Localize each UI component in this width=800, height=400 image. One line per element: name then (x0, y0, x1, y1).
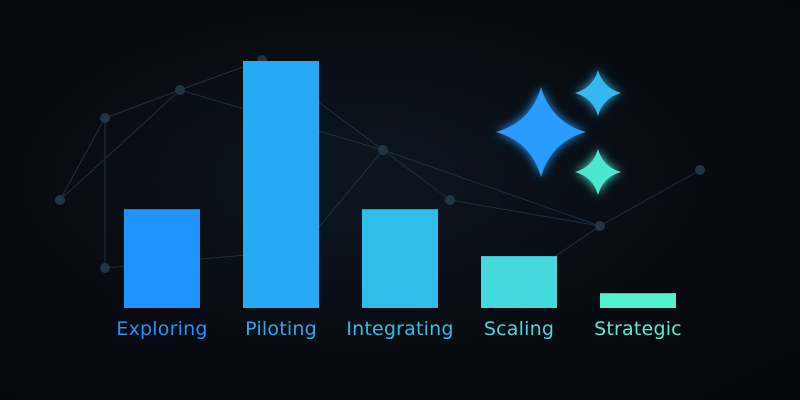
network-node (100, 113, 110, 123)
bar-integrating (362, 209, 438, 308)
network-node (595, 221, 605, 231)
network-edge (449, 199, 601, 227)
bar-piloting (243, 61, 319, 308)
sparkle-icon (575, 70, 621, 116)
network-node (175, 85, 185, 95)
network-edge (599, 169, 701, 227)
network-node (378, 145, 388, 155)
bar-scaling (481, 256, 557, 308)
sparkle-icon (575, 149, 621, 195)
category-label: Piloting (245, 318, 317, 340)
category-label: Strategic (594, 318, 682, 340)
bar-strategic (600, 293, 676, 308)
network-edge (104, 89, 181, 119)
category-label: Scaling (483, 318, 555, 340)
network-edge (59, 89, 181, 201)
network-edge (382, 149, 451, 201)
category-label: Integrating (346, 318, 454, 340)
network-node (445, 195, 455, 205)
network-node (100, 263, 110, 273)
network-edge (382, 149, 601, 227)
category-label: Exploring (116, 318, 208, 340)
sparkle-icon (496, 87, 586, 177)
network-node (695, 165, 705, 175)
bar-exploring (124, 209, 200, 308)
network-edge (59, 117, 106, 201)
network-node (55, 195, 65, 205)
